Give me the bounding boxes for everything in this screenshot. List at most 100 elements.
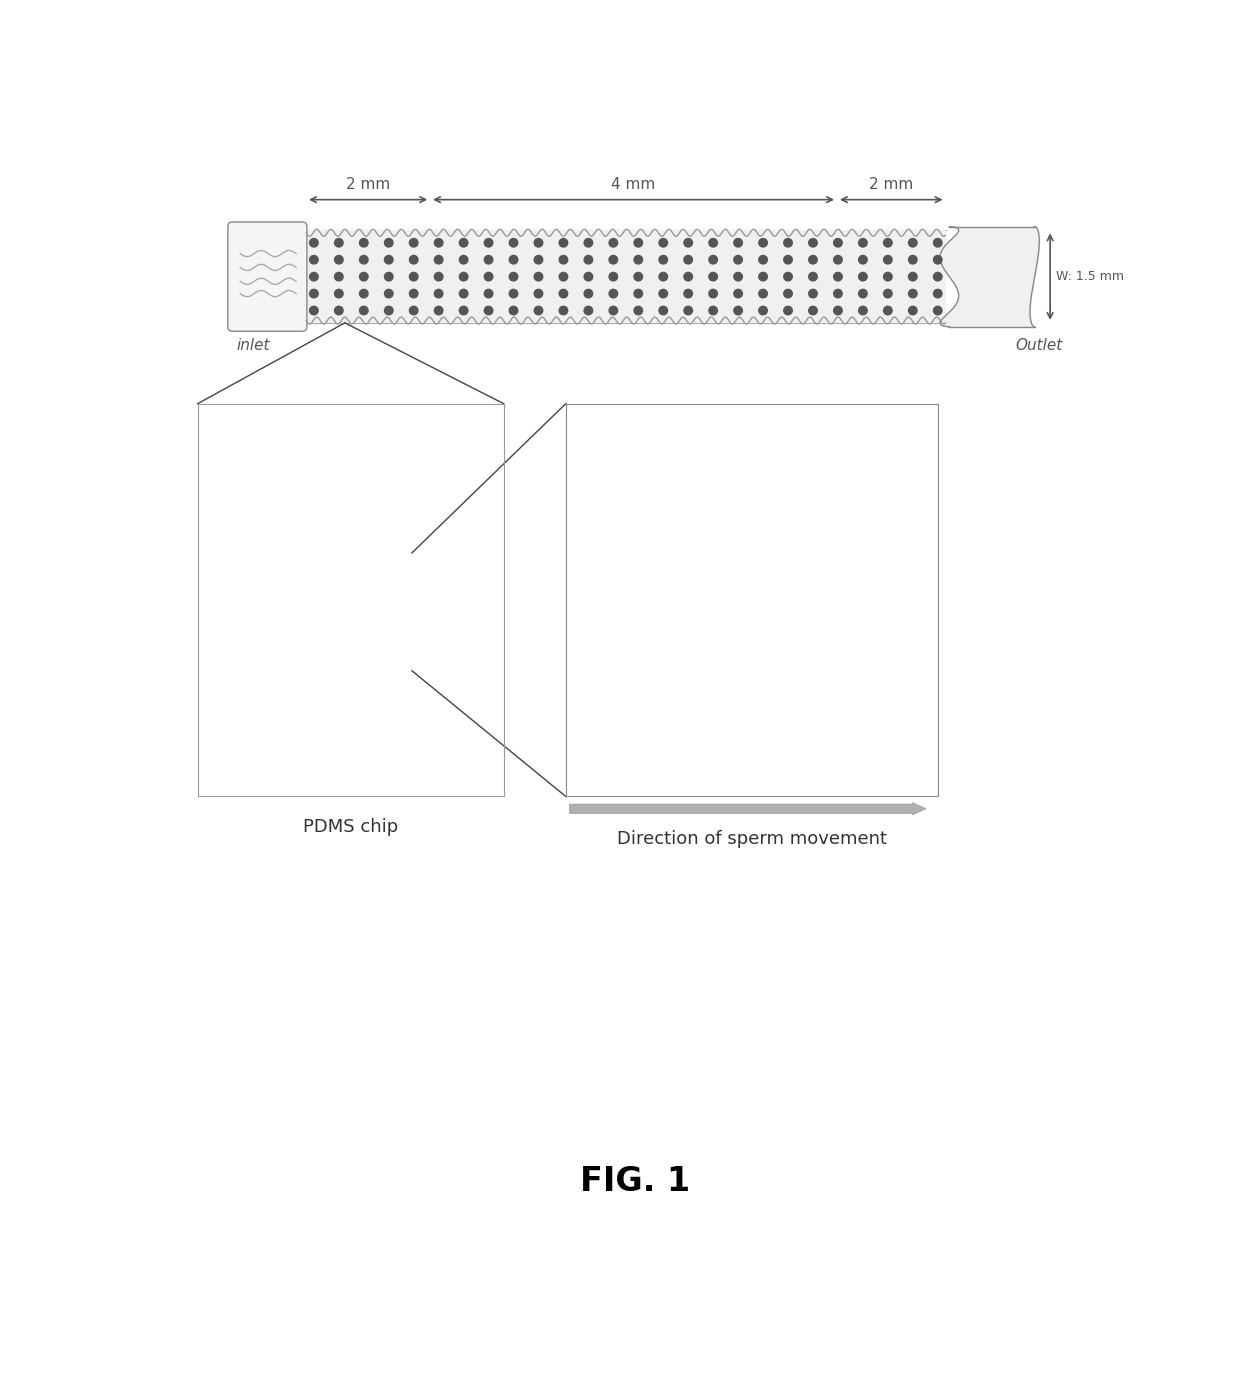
Circle shape: [759, 238, 768, 247]
Circle shape: [510, 307, 518, 315]
Circle shape: [734, 238, 743, 247]
Text: 4 mm: 4 mm: [611, 177, 656, 192]
Circle shape: [409, 272, 418, 280]
Circle shape: [559, 307, 568, 315]
Circle shape: [934, 256, 942, 264]
Circle shape: [335, 307, 343, 315]
Circle shape: [409, 238, 418, 247]
Circle shape: [360, 238, 368, 247]
FancyBboxPatch shape: [228, 221, 306, 331]
Circle shape: [409, 307, 418, 315]
Circle shape: [335, 256, 343, 264]
Circle shape: [485, 272, 492, 280]
Circle shape: [310, 256, 319, 264]
Circle shape: [658, 307, 667, 315]
Circle shape: [658, 272, 667, 280]
Circle shape: [310, 307, 319, 315]
Circle shape: [534, 307, 543, 315]
Circle shape: [559, 272, 568, 280]
Circle shape: [459, 289, 467, 298]
Text: W: 1.5 mm: W: 1.5 mm: [1056, 270, 1125, 283]
Circle shape: [335, 238, 343, 247]
Circle shape: [833, 238, 842, 247]
Text: Direction of sperm movement: Direction of sperm movement: [616, 830, 887, 848]
Circle shape: [584, 238, 593, 247]
Circle shape: [709, 272, 718, 280]
Circle shape: [434, 238, 443, 247]
Circle shape: [584, 272, 593, 280]
Circle shape: [858, 289, 867, 298]
Circle shape: [658, 289, 667, 298]
Circle shape: [609, 256, 618, 264]
Circle shape: [534, 272, 543, 280]
Circle shape: [534, 289, 543, 298]
Circle shape: [360, 307, 368, 315]
Circle shape: [434, 307, 443, 315]
Circle shape: [384, 272, 393, 280]
Circle shape: [858, 272, 867, 280]
Circle shape: [934, 307, 942, 315]
FancyArrow shape: [569, 803, 926, 815]
Text: Outlet: Outlet: [1016, 338, 1063, 353]
Circle shape: [360, 289, 368, 298]
Circle shape: [934, 289, 942, 298]
Circle shape: [934, 272, 942, 280]
Circle shape: [310, 272, 319, 280]
Circle shape: [510, 289, 518, 298]
Circle shape: [759, 272, 768, 280]
Circle shape: [409, 289, 418, 298]
Circle shape: [734, 272, 743, 280]
Circle shape: [884, 256, 892, 264]
Text: PDMS chip: PDMS chip: [303, 818, 398, 836]
Circle shape: [434, 272, 443, 280]
Bar: [197, 404, 503, 796]
Circle shape: [434, 289, 443, 298]
Circle shape: [909, 307, 918, 315]
Circle shape: [609, 307, 618, 315]
Circle shape: [485, 307, 492, 315]
Circle shape: [510, 238, 518, 247]
Circle shape: [584, 289, 593, 298]
Circle shape: [485, 238, 492, 247]
Circle shape: [808, 256, 817, 264]
Circle shape: [808, 238, 817, 247]
Circle shape: [833, 307, 842, 315]
Circle shape: [485, 289, 492, 298]
Circle shape: [784, 307, 792, 315]
Circle shape: [409, 256, 418, 264]
Circle shape: [459, 256, 467, 264]
Circle shape: [534, 238, 543, 247]
Circle shape: [784, 238, 792, 247]
Circle shape: [335, 289, 343, 298]
Circle shape: [360, 256, 368, 264]
Circle shape: [759, 256, 768, 264]
Circle shape: [759, 307, 768, 315]
Circle shape: [634, 256, 642, 264]
Circle shape: [909, 272, 918, 280]
Circle shape: [833, 256, 842, 264]
Circle shape: [709, 238, 718, 247]
Circle shape: [559, 256, 568, 264]
Circle shape: [759, 289, 768, 298]
Circle shape: [634, 289, 642, 298]
Circle shape: [584, 307, 593, 315]
Circle shape: [310, 289, 319, 298]
Circle shape: [884, 272, 892, 280]
Circle shape: [833, 272, 842, 280]
Circle shape: [459, 272, 467, 280]
Circle shape: [909, 289, 918, 298]
Circle shape: [534, 256, 543, 264]
Circle shape: [709, 307, 718, 315]
Circle shape: [858, 256, 867, 264]
Circle shape: [684, 307, 692, 315]
Text: 2 mm: 2 mm: [869, 177, 914, 192]
Circle shape: [684, 238, 692, 247]
Circle shape: [609, 238, 618, 247]
Circle shape: [784, 289, 792, 298]
Circle shape: [310, 238, 319, 247]
Text: 2 mm: 2 mm: [346, 177, 391, 192]
Circle shape: [384, 289, 393, 298]
Circle shape: [934, 238, 942, 247]
Circle shape: [384, 238, 393, 247]
Circle shape: [833, 289, 842, 298]
